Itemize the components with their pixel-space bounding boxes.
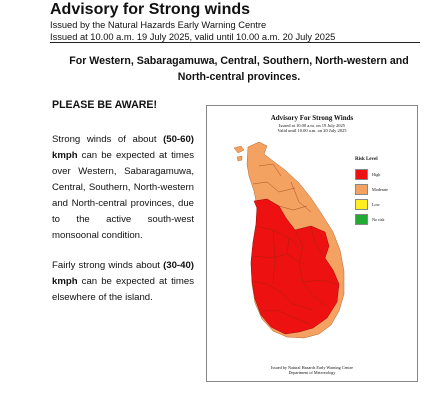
legend-item-moderate: Moderate [355, 183, 388, 195]
paragraph1-post: can be expected at times over Western, S… [52, 150, 194, 241]
advisory-map-figure: Advisory For Strong Winds Issued at 10.0… [206, 105, 418, 382]
moderate-swatch [355, 183, 368, 195]
paragraph1-speed: (50-60) kmph [52, 134, 194, 161]
legend-item-no-risk: No risk [355, 213, 388, 225]
district-boundaries [251, 163, 338, 325]
map-title: Advisory For Strong Winds [270, 114, 354, 122]
issued-by-text: Issued by the Natural Hazards Early Warn… [50, 20, 267, 30]
legend-item-high: High [355, 168, 388, 180]
sri-lanka-risk-map [233, 141, 345, 339]
alert-heading: PLEASE BE AWARE! [52, 99, 157, 111]
legend-label-low: Low [372, 201, 380, 207]
legend-label-moderate: Moderate [372, 186, 389, 192]
header-divider [50, 42, 420, 43]
delft-island [236, 155, 243, 162]
high-swatch [355, 168, 368, 180]
map-footer-line1: Issued by Natural Hazards Early Warning … [271, 365, 353, 370]
legend-label-no-risk: No risk [372, 216, 385, 222]
strong-winds-paragraph: Strong winds of about (50-60) kmph can b… [52, 132, 194, 244]
paragraph1-pre: Strong winds of about [52, 134, 164, 145]
paragraph2-speed: (30-40) kmph [52, 260, 194, 287]
advisory-header: Advisory for Strong winds Issued by the … [50, 0, 420, 43]
map-footer-line2: Department of Meteorology [288, 370, 336, 375]
paragraph2-pre: Fairly strong winds about [52, 260, 164, 271]
legend-title: Risk Level [355, 157, 378, 162]
low-swatch [355, 198, 368, 210]
legend-label-high: High [372, 171, 381, 177]
provinces-heading: For Western, Sabaragamuwa, Central, Sout… [69, 55, 409, 83]
map-valid-text: Valid until 10.00 a.m. on 20 July 2025 [277, 128, 347, 133]
no-risk-swatch [355, 213, 368, 225]
map-footer: Issued by Natural Hazards Early Warning … [207, 365, 417, 375]
map-issued-text: Issued at 10.00 a.m. on 19 July 2025 [279, 123, 345, 128]
advisory-title: Advisory for Strong winds [50, 1, 251, 18]
issued-time-text: Issued at 10.00 a.m. 19 July 2025, valid… [50, 32, 336, 42]
risk-legend: Risk Level High Moderate Low No risk [355, 157, 388, 228]
fairly-strong-winds-paragraph: Fairly strong winds about (30-40) kmph c… [52, 258, 194, 306]
paragraph2-post: can be expected at times elsewhere of th… [52, 276, 194, 303]
legend-item-low: Low [355, 198, 388, 210]
jaffna-island [233, 145, 245, 154]
